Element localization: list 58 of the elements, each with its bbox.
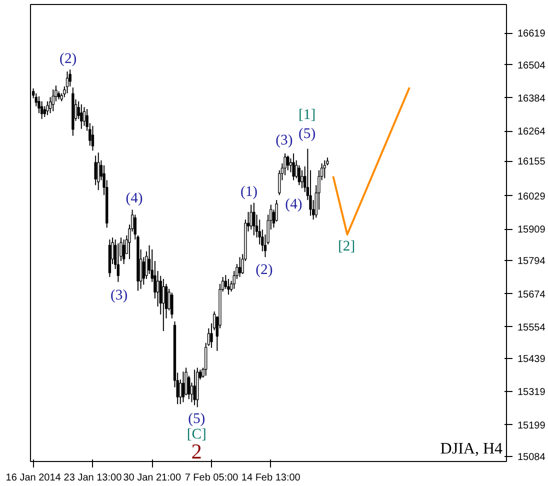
candlestick xyxy=(193,369,196,406)
candlestick xyxy=(227,278,230,296)
y-tick-label: 16029 xyxy=(518,191,546,202)
candlestick xyxy=(292,152,295,181)
x-tick-label: 16 Jan 2014 xyxy=(6,472,62,484)
annotation: [2] xyxy=(338,238,356,254)
candlestick xyxy=(43,106,46,118)
y-tick-label: 16264 xyxy=(518,126,546,138)
candlestick xyxy=(238,256,242,278)
candlestick xyxy=(122,238,126,265)
y-tick-label: 15794 xyxy=(518,256,546,268)
candlestick xyxy=(284,152,286,176)
candlestick xyxy=(40,100,44,120)
candlestick xyxy=(66,71,69,94)
annotation: (3) xyxy=(276,132,293,149)
y-tick-label: 16384 xyxy=(518,93,546,104)
candlestick xyxy=(116,242,120,282)
candlestick xyxy=(188,375,190,400)
candlestick xyxy=(286,155,290,171)
y-tick-label: 15319 xyxy=(518,387,546,398)
candlestick xyxy=(289,158,292,173)
candlestick xyxy=(250,204,252,230)
annotation: (5) xyxy=(188,411,206,427)
candlestick xyxy=(298,164,301,186)
candlestick xyxy=(323,160,326,179)
candlestick xyxy=(80,104,83,130)
y-tick-label: 16155 xyxy=(518,156,546,168)
annotation: (3) xyxy=(110,288,128,304)
y-tick-label: 15199 xyxy=(518,420,546,432)
annotation: (4) xyxy=(126,190,143,207)
candlestick xyxy=(97,152,100,191)
x-tick-label: 14 Feb 13:00 xyxy=(241,472,301,484)
y-tick-label: 15674 xyxy=(518,289,546,300)
x-tick-label: 7 Feb 05:00 xyxy=(184,472,239,484)
annotation: (5) xyxy=(298,126,316,142)
annotation: (4) xyxy=(285,196,302,213)
y-tick-label: 15909 xyxy=(518,224,546,236)
annotation: (2) xyxy=(256,262,273,278)
candlestick xyxy=(252,202,256,236)
candlestick xyxy=(52,88,54,112)
y-tick-label: 15439 xyxy=(518,354,546,366)
candlestick xyxy=(94,155,97,186)
annotation: (1) xyxy=(240,184,258,200)
y-tick-label: 16504 xyxy=(518,60,546,72)
candlestick xyxy=(170,292,174,319)
candlestick xyxy=(46,100,49,116)
candlestick xyxy=(91,125,94,152)
x-tick-label: 23 Jan 13:00 xyxy=(64,472,122,484)
y-tick-label: 15554 xyxy=(518,322,546,334)
y-tick-label: 15084 xyxy=(518,452,546,464)
candlestick xyxy=(182,371,185,403)
annotation: [1] xyxy=(298,107,316,124)
candlestick xyxy=(300,170,304,189)
y-tick-label: 16619 xyxy=(518,28,546,40)
annotation: (2) xyxy=(60,50,77,67)
x-tick-label: 30 Jan 21:00 xyxy=(123,472,182,484)
text: DJIA, H4 xyxy=(440,440,502,458)
candlestick xyxy=(162,278,165,332)
